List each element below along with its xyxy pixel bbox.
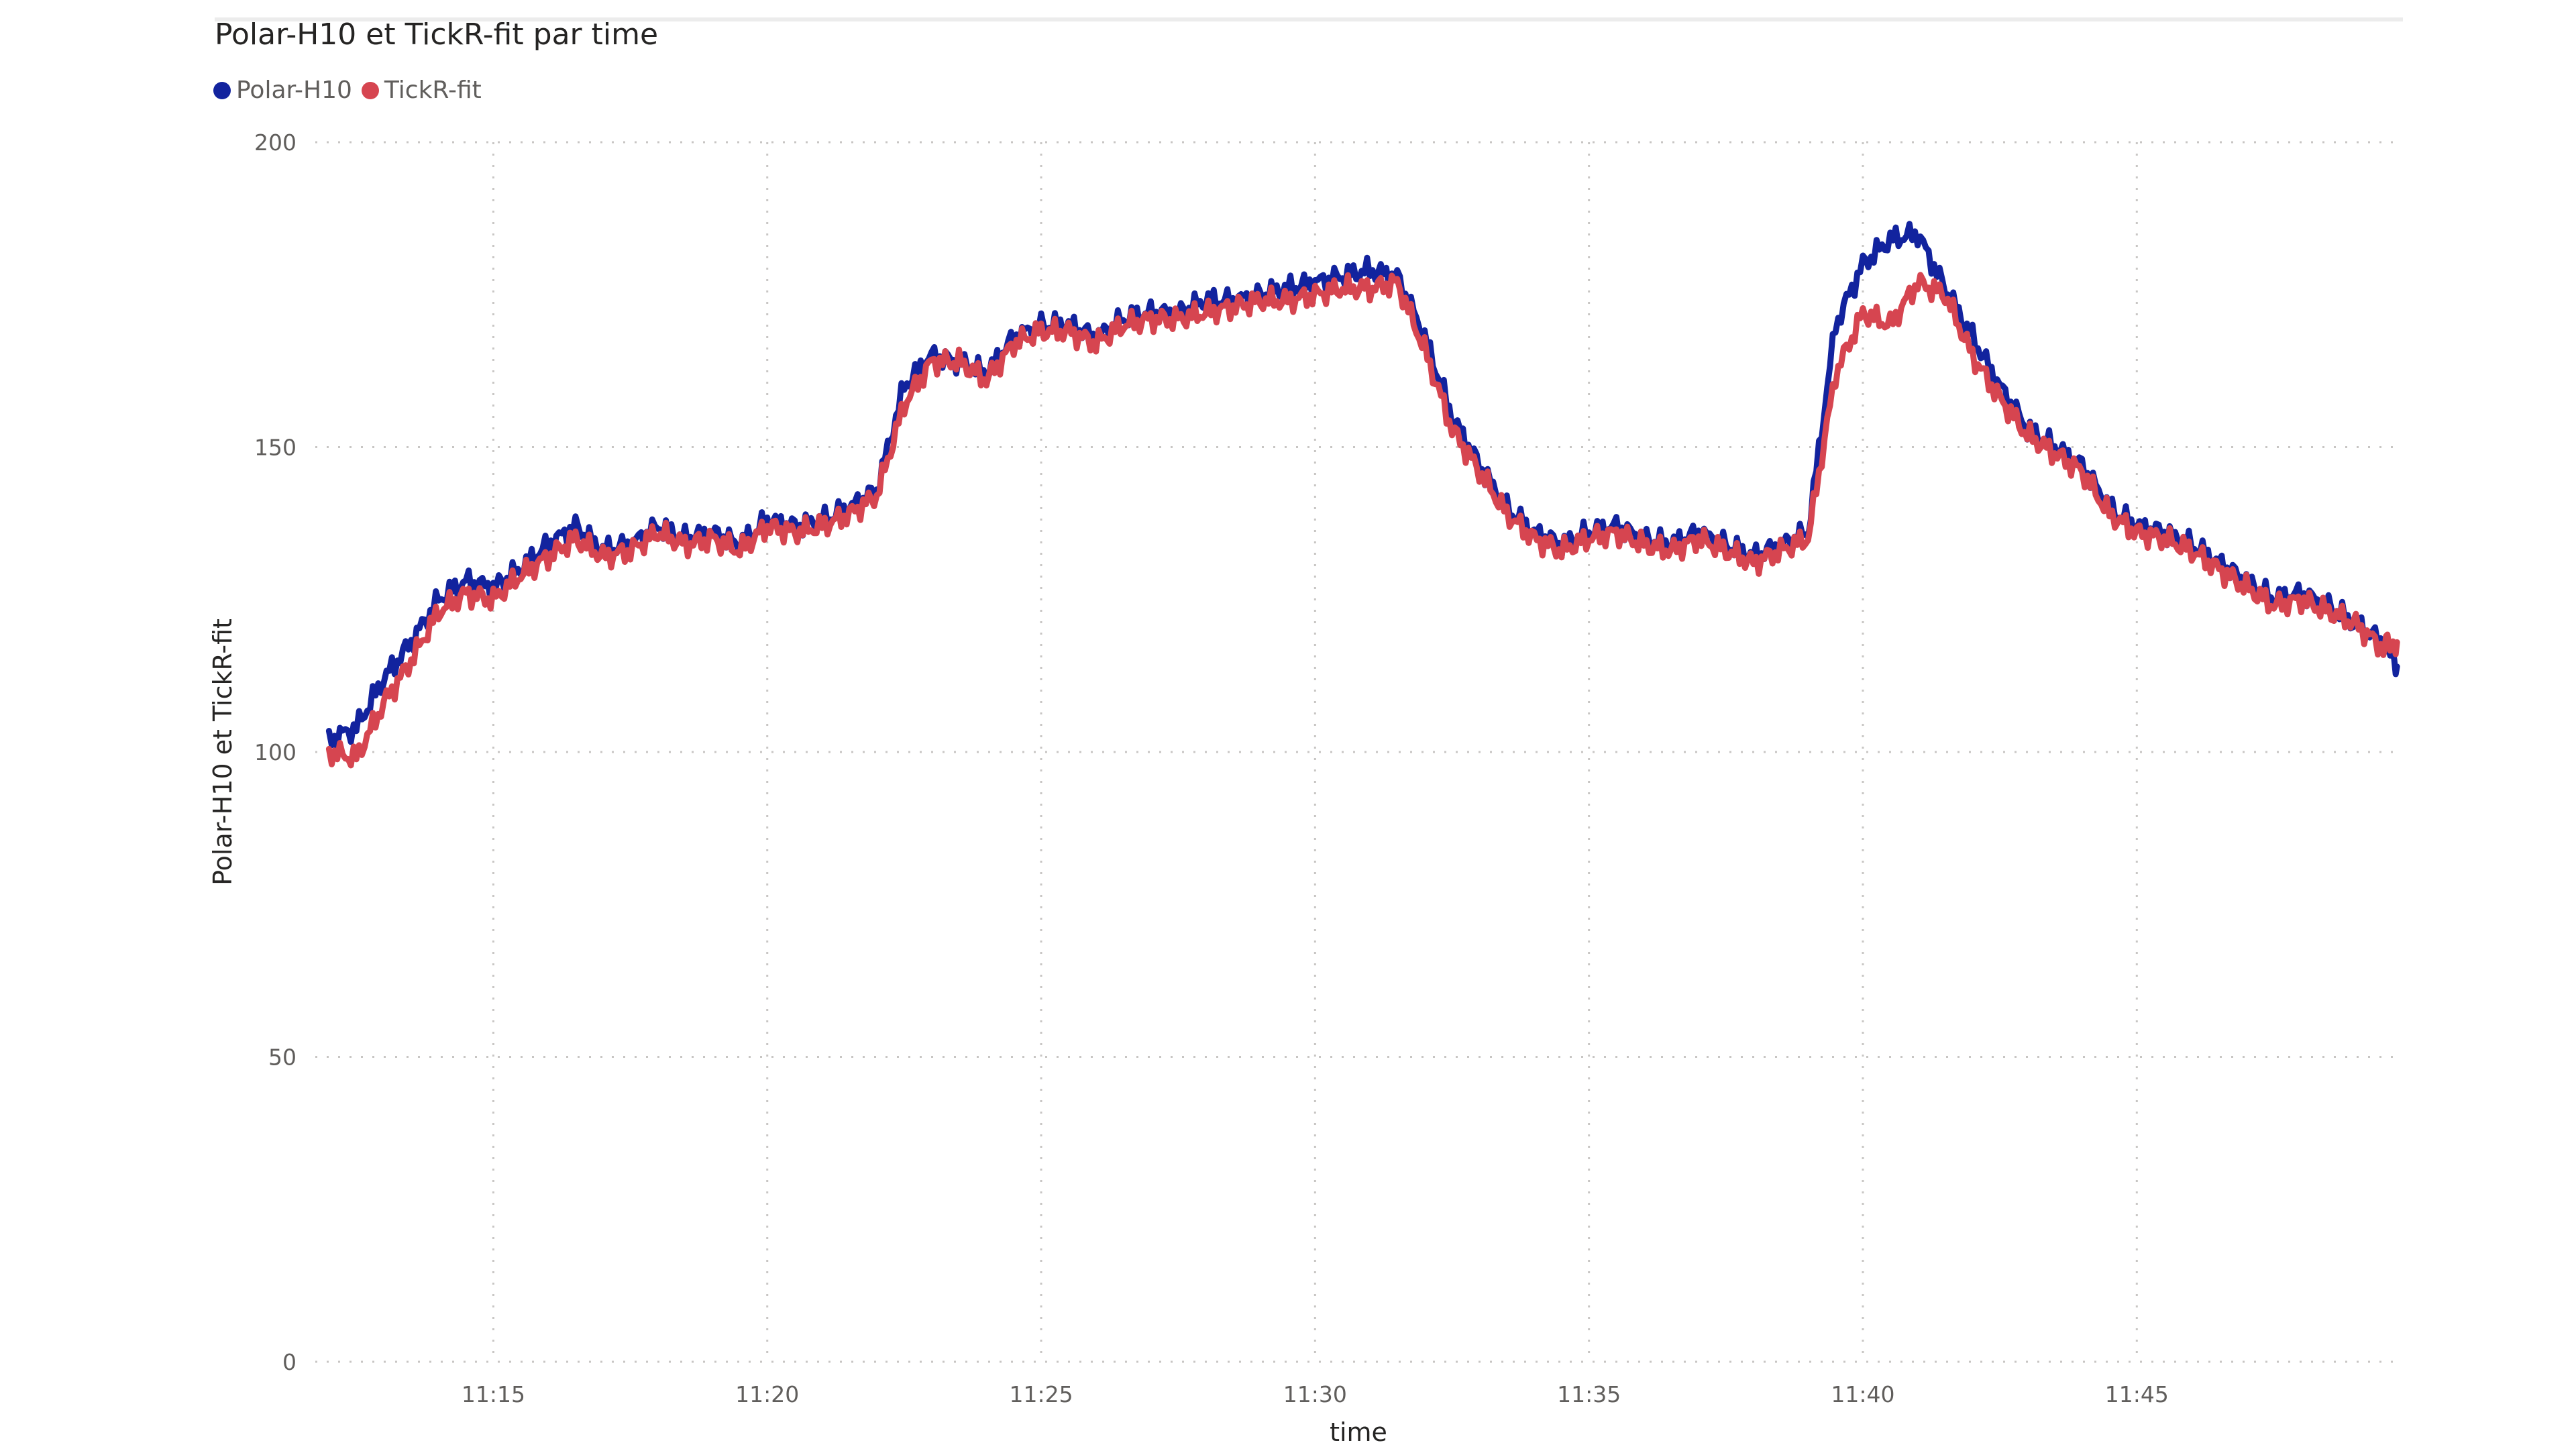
legend: Polar-H10 TickR-fit: [213, 76, 491, 104]
chart-title: Polar-H10 et TickR-fit par time: [215, 17, 659, 52]
y-tick-label: 200: [254, 129, 297, 156]
gridlines: [315, 141, 2402, 1363]
legend-item-polar-h10[interactable]: Polar-H10: [213, 76, 352, 104]
y-axis-labels: 0 50 100 150 200: [254, 129, 297, 1375]
series-line-tickr-fit[interactable]: [325, 272, 2400, 769]
x-axis-title: time: [1330, 1417, 1387, 1447]
y-tick-label: 100: [254, 739, 297, 765]
legend-label-tickr-fit: TickR-fit: [384, 76, 482, 104]
legend-label-polar-h10: Polar-H10: [236, 76, 352, 104]
legend-item-tickr-fit[interactable]: TickR-fit: [361, 76, 482, 104]
series-lines: [325, 221, 2400, 769]
x-axis-labels: 11:15 11:20 11:25 11:30 11:35 11:40 11:45: [462, 1381, 2169, 1407]
y-axis-title: Polar-H10 et TickR-fit: [208, 619, 237, 885]
y-tick-label: 50: [268, 1044, 297, 1071]
y-tick-label: 0: [282, 1349, 297, 1375]
y-tick-label: 150: [254, 435, 297, 461]
legend-marker-tickr-fit: [361, 81, 379, 99]
legend-marker-polar-h10: [213, 81, 231, 99]
x-tick-label: 11:45: [2105, 1381, 2169, 1407]
x-tick-label: 11:30: [1283, 1381, 1347, 1407]
x-tick-label: 11:15: [462, 1381, 525, 1407]
x-tick-label: 11:35: [1557, 1381, 1621, 1407]
top-divider: [215, 17, 2403, 21]
x-tick-label: 11:40: [1831, 1381, 1894, 1407]
x-tick-label: 11:25: [1009, 1381, 1073, 1407]
x-tick-label: 11:20: [735, 1381, 799, 1407]
